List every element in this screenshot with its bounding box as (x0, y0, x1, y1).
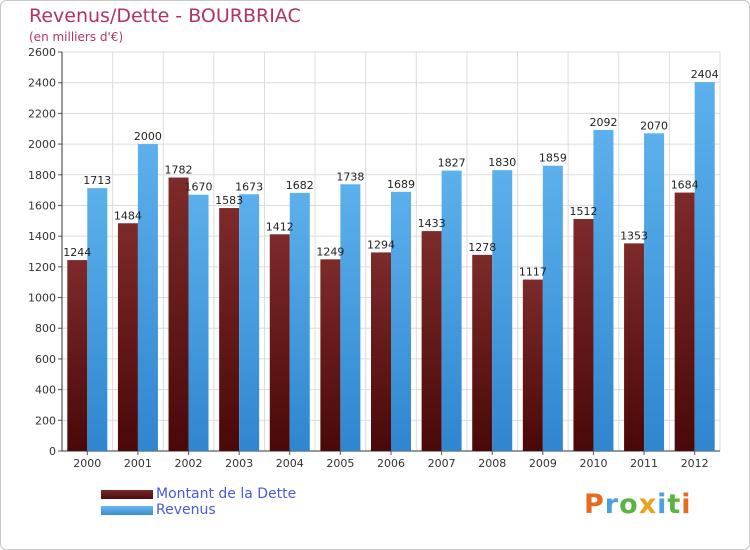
y-tick-label: 1600 (28, 199, 56, 212)
bar-debt (320, 259, 341, 451)
data-label-debt: 1244 (63, 246, 91, 259)
data-label-revenue: 1670 (185, 181, 213, 194)
y-tick-label: 600 (35, 353, 56, 366)
x-tick-label: 2010 (579, 457, 607, 470)
bar-revenue (441, 170, 462, 451)
bar-debt (421, 231, 442, 451)
y-tick-label: 2200 (28, 107, 56, 120)
data-label-debt: 1583 (215, 194, 243, 207)
data-label-debt: 1353 (620, 229, 648, 242)
data-label-debt: 1412 (266, 220, 294, 233)
y-tick-label: 1400 (28, 230, 56, 243)
bar-debt (624, 243, 645, 451)
legend-swatch-debt (101, 490, 153, 499)
bar-debt (472, 254, 493, 451)
bar-revenue (694, 82, 715, 451)
axes: 0 200 400 600 800 1000 1200 1400 1600 1800 2000 220… (28, 46, 720, 470)
y-tick-label: 2000 (28, 138, 56, 151)
data-label-revenue: 1689 (387, 178, 415, 191)
chart-subtitle: (en milliers d'€) (29, 30, 124, 44)
y-tick-label: 0 (49, 445, 56, 458)
data-label-debt: 1278 (468, 241, 496, 254)
x-tick-label: 2007 (428, 457, 456, 470)
x-tick-label: 2012 (681, 457, 709, 470)
data-label-debt: 1512 (569, 205, 597, 218)
x-tick-label: 2002 (175, 457, 203, 470)
legend-label-revenue: Revenus (156, 502, 216, 518)
bar-debt (168, 177, 189, 451)
x-tick-label: 2000 (73, 457, 101, 470)
x-tick-label: 2003 (225, 457, 253, 470)
data-label-revenue: 1673 (235, 180, 263, 193)
bar-debt (117, 223, 138, 451)
data-label-debt: 1433 (418, 217, 446, 230)
data-label-debt: 1782 (165, 164, 193, 177)
data-label-revenue: 2092 (589, 116, 617, 129)
bar-revenue (542, 165, 563, 451)
y-tick-label: 2400 (28, 77, 56, 90)
bar-revenue (492, 170, 513, 451)
data-label-revenue: 2070 (640, 119, 668, 132)
y-tick-label: 200 (35, 414, 56, 427)
bar-revenue (644, 133, 665, 452)
bar-revenue (340, 184, 361, 451)
data-label-debt: 1117 (519, 266, 547, 279)
y-tick-label: 1800 (28, 169, 56, 182)
x-tick-label: 2004 (276, 457, 304, 470)
x-tick-label: 2006 (377, 457, 405, 470)
chart-title: Revenus/Dette - BOURBRIAC (29, 5, 301, 27)
data-label-debt: 1249 (316, 245, 344, 258)
proxiti-logo: Proxiti (584, 489, 692, 520)
y-tick-label: 1200 (28, 261, 56, 274)
bar-revenue (593, 129, 614, 451)
y-tick-label: 2600 (28, 46, 56, 59)
legend-label-debt: Montant de la Dette (156, 486, 297, 502)
data-label-revenue: 1827 (438, 157, 466, 170)
bar-debt (371, 252, 391, 451)
bars (67, 82, 715, 452)
data-label-revenue: 1713 (83, 174, 111, 187)
y-tick-label: 1000 (28, 292, 56, 305)
bar-debt (674, 192, 695, 451)
data-label-revenue: 1682 (286, 179, 314, 192)
bar-debt (219, 208, 240, 451)
data-label-debt: 1484 (114, 209, 142, 222)
y-tick-label: 800 (35, 322, 56, 335)
bar-debt (67, 260, 88, 451)
bar-revenue (188, 194, 209, 451)
x-tick-label: 2009 (529, 457, 557, 470)
data-label-debt: 1294 (367, 238, 395, 251)
x-tick-label: 2008 (478, 457, 506, 470)
bar-revenue (137, 144, 158, 452)
y-tick-label: 400 (35, 384, 56, 397)
bar-revenue (391, 191, 411, 451)
data-label-revenue: 2000 (134, 130, 162, 143)
x-tick-label: 2011 (630, 457, 658, 470)
data-label-revenue: 1859 (539, 152, 567, 165)
legend-swatch-revenue (101, 506, 153, 515)
bar-revenue (87, 188, 108, 451)
bar-revenue (239, 194, 260, 451)
data-label-revenue: 1738 (336, 170, 364, 183)
x-tick-label: 2001 (124, 457, 152, 470)
bar-debt (269, 234, 290, 451)
data-label-debt: 1684 (671, 179, 699, 192)
bar-revenue (289, 192, 310, 451)
data-label-revenue: 1830 (488, 156, 516, 169)
data-label-revenue: 2404 (691, 68, 719, 81)
bar-debt (573, 218, 594, 451)
bar-debt (522, 279, 543, 451)
x-tick-label: 2005 (326, 457, 354, 470)
